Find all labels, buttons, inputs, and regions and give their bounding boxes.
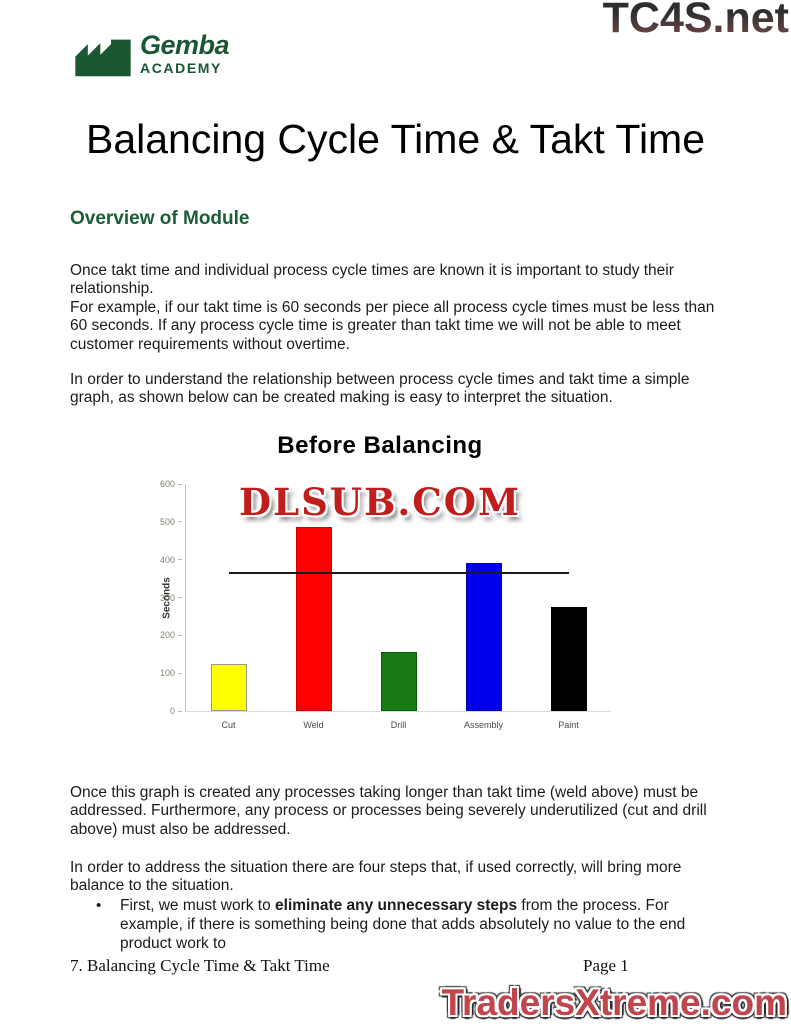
y-tick: 100 <box>160 668 182 678</box>
factory-icon <box>74 28 132 78</box>
takt-time-line <box>228 571 569 574</box>
y-tick: 0 <box>170 706 182 716</box>
y-tick: 400 <box>160 555 182 565</box>
y-tick: 300 <box>160 593 182 603</box>
chart-plot: Seconds Cut Weld Drill Assembly Paint 0 100 20… <box>160 479 611 730</box>
x-axis-labels: Cut Weld Drill Assembly Paint <box>186 720 611 730</box>
bullet-text-post: from the process. For example, if there … <box>120 897 686 952</box>
paragraph: Once takt time and individual process cy… <box>70 261 674 298</box>
bar-slot <box>356 484 441 711</box>
page-title: Balancing Cycle Time & Takt Time <box>85 116 706 162</box>
paragraph: Once this graph is created any processes… <box>70 783 707 839</box>
watermark-top-right: TC4S.net <box>603 0 789 43</box>
bullet-marker: • <box>96 897 102 914</box>
bar-slot <box>186 484 271 711</box>
chart-bars <box>186 484 611 711</box>
bar-drill <box>380 652 417 711</box>
paragraph: In order to understand the relationship … <box>70 370 690 407</box>
bar-slot <box>271 484 356 711</box>
gemba-academy-logo: Gemba ACADEMY <box>74 28 230 78</box>
x-tick-label: Cut <box>221 720 236 730</box>
footer-chapter-title: 7. Balancing Cycle Time & Takt Time <box>70 956 330 975</box>
bar-slot <box>526 484 611 711</box>
y-tick: 600 <box>160 479 182 489</box>
chart-title: Before Balancing <box>277 432 483 459</box>
logo-name: Gemba <box>140 30 230 60</box>
bar-weld <box>295 527 332 711</box>
bullet-text-pre: First, we must work to <box>120 897 276 914</box>
section-heading: Overview of Module <box>70 208 250 229</box>
y-tick: 200 <box>160 630 182 640</box>
before-balancing-chart: Before Balancing Seconds Cut Weld Drill Ass… <box>145 432 615 730</box>
watermark-chart-overlay: DLSUB.COM <box>239 480 521 524</box>
watermark-bottom-right: TradersXtreme.com <box>441 982 787 1023</box>
logo-text: Gemba ACADEMY <box>140 30 230 76</box>
bullet-item: • First, we must work to eliminate any u… <box>96 897 724 953</box>
bar-paint <box>550 606 587 711</box>
y-tick: 500 <box>160 517 182 527</box>
logo-subname: ACADEMY <box>140 60 222 76</box>
footer-page-number: Page 1 <box>583 956 629 975</box>
bar-slot <box>441 484 526 711</box>
bullet-text: First, we must work to eliminate any unn… <box>120 897 724 953</box>
x-tick-label: Paint <box>558 720 579 730</box>
x-tick-label: Drill <box>390 720 407 730</box>
paragraph: In order to address the situation there … <box>70 858 682 895</box>
x-tick-label: Weld <box>303 720 324 730</box>
x-tick-label: Assembly <box>463 720 503 730</box>
bar-cut <box>210 663 247 711</box>
bar-assembly <box>465 563 502 711</box>
paragraph: For example, if our takt time is 60 seco… <box>70 298 715 354</box>
bullet-text-bold: eliminate any unnecessary steps <box>275 897 518 914</box>
